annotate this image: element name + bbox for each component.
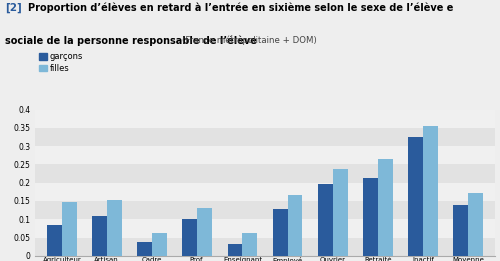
Bar bbox=[228, 244, 242, 256]
Bar bbox=[47, 225, 62, 256]
Bar bbox=[288, 195, 302, 256]
Text: [2]: [2] bbox=[5, 3, 22, 13]
Bar bbox=[182, 219, 198, 256]
Bar bbox=[378, 159, 392, 256]
Bar bbox=[242, 233, 258, 256]
Bar bbox=[453, 205, 468, 256]
Bar bbox=[408, 137, 423, 256]
Bar bbox=[152, 233, 167, 256]
Bar bbox=[198, 207, 212, 256]
Bar bbox=[35, 146, 495, 164]
Bar bbox=[468, 193, 483, 256]
Bar bbox=[363, 178, 378, 256]
Bar bbox=[138, 242, 152, 256]
Text: Proportion d’élèves en retard à l’entrée en sixième selon le sexe de l’élève e: Proportion d’élèves en retard à l’entrée… bbox=[28, 3, 453, 13]
Legend: garçons, filles: garçons, filles bbox=[39, 52, 84, 73]
Bar bbox=[423, 126, 438, 256]
Bar bbox=[35, 128, 495, 146]
Bar bbox=[318, 184, 332, 256]
Bar bbox=[92, 216, 107, 256]
Bar bbox=[107, 200, 122, 256]
Bar bbox=[35, 183, 495, 201]
Bar bbox=[272, 209, 287, 256]
Text: (France métropolitaine + DOM): (France métropolitaine + DOM) bbox=[182, 35, 318, 45]
Bar bbox=[35, 238, 495, 256]
Bar bbox=[332, 169, 347, 256]
Bar bbox=[35, 201, 495, 219]
Bar bbox=[35, 164, 495, 183]
Bar bbox=[35, 219, 495, 238]
Bar bbox=[35, 110, 495, 128]
Bar bbox=[62, 202, 77, 256]
Text: sociale de la personne responsable de l’élève: sociale de la personne responsable de l’… bbox=[5, 35, 257, 46]
